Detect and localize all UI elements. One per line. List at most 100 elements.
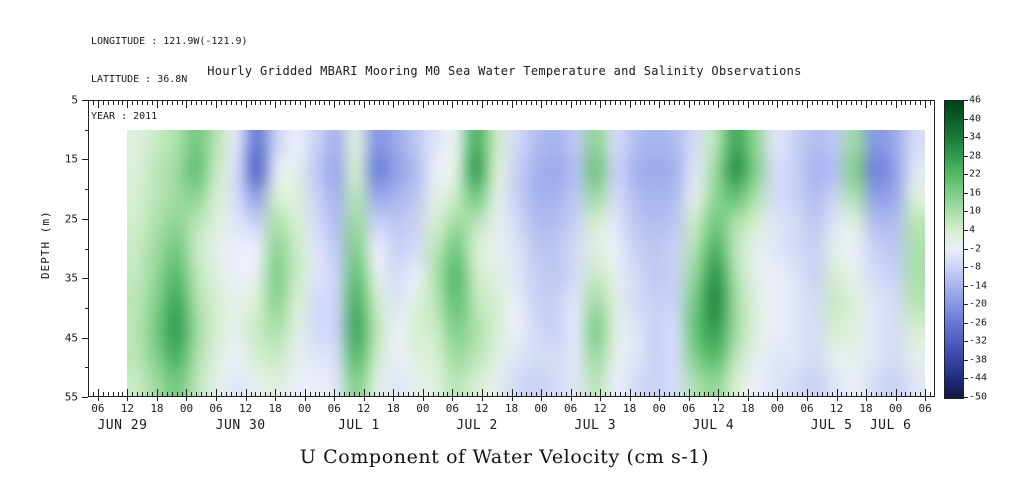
colorbar-tick-label: 46 <box>969 94 982 106</box>
x-tick-label: 18 <box>150 402 164 415</box>
colorbar-tick <box>964 341 968 343</box>
x-tick-label: 12 <box>829 402 844 415</box>
colorbar-tick-label: 34 <box>969 131 982 143</box>
bottom-axis-outer-tick <box>718 397 720 401</box>
x-tick-label: 06 <box>445 402 460 415</box>
x-tick-label: 12 <box>593 402 607 415</box>
bottom-axis-outer-tick <box>452 397 454 401</box>
x-tick-label: 00 <box>888 402 903 415</box>
date-label: JUL 1 <box>338 418 380 433</box>
colorbar-tick-label: 16 <box>969 187 982 199</box>
date-label: JUL 6 <box>869 418 912 433</box>
x-tick-label: 06 <box>209 402 223 415</box>
bottom-axis-outer-tick <box>866 397 868 401</box>
colorbar-tick <box>964 137 968 139</box>
x-tick-label: 18 <box>741 402 755 415</box>
x-tick-label: 06 <box>682 402 696 415</box>
bottom-axis-outer-tick <box>600 397 602 401</box>
x-tick-label: 12 <box>120 402 135 415</box>
longitude-label: LONGITUDE : 121.9W(-121.9) <box>91 36 248 47</box>
x-tick-label: 00 <box>770 402 785 415</box>
x-tick-label: 18 <box>386 402 400 415</box>
colorbar-tick-label: 40 <box>969 113 982 125</box>
x-tick-label: 00 <box>652 402 666 415</box>
y-tick-label: 35 <box>64 271 78 285</box>
colorbar-tick <box>964 155 968 157</box>
colorbar-tick <box>964 322 968 324</box>
figure-title: Hourly Gridded MBARI Mooring M0 Sea Wate… <box>207 64 802 78</box>
bottom-axis-outer-tick <box>688 397 690 401</box>
colorbar-tick-label: -32 <box>969 335 988 347</box>
colorbar-tick-label: -2 <box>969 243 982 254</box>
colorbar-tick <box>964 285 968 287</box>
y-tick-label: 15 <box>64 152 78 166</box>
x-tick-label: 06 <box>800 402 814 415</box>
bottom-axis-outer-tick <box>481 397 483 401</box>
date-label: JUL 3 <box>574 418 617 433</box>
bottom-axis-outer-tick <box>511 397 513 401</box>
colorbar-tick <box>964 118 968 120</box>
colorbar-tick-label: -26 <box>969 317 988 329</box>
x-tick-label: 00 <box>179 402 194 415</box>
bottom-axis-outer-tick <box>925 397 927 401</box>
colorbar-tick-label: -14 <box>969 280 988 292</box>
y-tick-label: 25 <box>64 212 78 226</box>
bottom-axis-outer-tick <box>363 397 365 401</box>
x-tick-label: 00 <box>298 402 312 415</box>
date-label: JUL 4 <box>692 418 735 433</box>
colorbar-tick <box>964 174 968 176</box>
bottom-axis-outer-tick <box>186 397 188 401</box>
colorbar-tick-label: -20 <box>969 298 988 310</box>
y-tick-label: 5 <box>71 93 78 107</box>
colorbar-tick <box>964 267 968 269</box>
colorbar-tick-label: 28 <box>969 150 982 162</box>
y-tick-label: 55 <box>64 390 78 404</box>
y-axis-label: DEPTH (m) <box>39 210 52 279</box>
x-tick-label: 06 <box>918 402 932 415</box>
x-axis-variable-label: U Component of Water Velocity (cm s-1) <box>299 446 710 468</box>
bottom-axis-outer-tick <box>334 397 336 401</box>
bottom-axis-outer-tick <box>97 397 99 401</box>
x-tick-label: 18 <box>504 402 519 415</box>
bottom-axis-outer-tick <box>127 397 129 401</box>
colorbar-tick <box>964 378 968 380</box>
plot-area <box>88 100 935 397</box>
bottom-axis-outer-tick <box>777 397 779 401</box>
year-label: YEAR : 2011 <box>91 111 158 122</box>
y-axis-tick <box>82 397 88 398</box>
colorbar-tick-label: -38 <box>969 354 988 366</box>
colorbar-tick <box>964 397 968 398</box>
colorbar-tick <box>964 211 968 213</box>
x-tick-label: 18 <box>268 402 282 415</box>
x-tick-label: 18 <box>859 402 873 415</box>
colorbar-tick-label: -50 <box>969 391 988 403</box>
colorbar-tick-label: 22 <box>969 168 982 180</box>
colorbar-tick-label: -8 <box>969 261 982 273</box>
date-label: JUL 5 <box>810 418 853 433</box>
x-tick-label: 12 <box>711 402 725 415</box>
bottom-axis-outer-tick <box>275 397 277 401</box>
bottom-axis-outer-tick <box>422 397 424 401</box>
x-tick-label: 06 <box>91 402 105 415</box>
x-tick-label: 12 <box>475 402 489 415</box>
colorbar-tick <box>964 359 968 361</box>
bottom-axis-outer-tick <box>245 397 247 401</box>
bottom-axis-outer-tick <box>216 397 218 401</box>
x-tick-label: 00 <box>534 402 548 415</box>
colorbar-tick <box>964 192 968 194</box>
bottom-axis-outer-tick <box>156 397 158 401</box>
heatmap-canvas <box>127 130 925 397</box>
colorbar-tick-label: -44 <box>969 372 988 384</box>
bottom-axis-outer-tick <box>570 397 572 401</box>
bottom-axis-outer-tick <box>304 397 306 401</box>
bottom-axis-outer-tick <box>747 397 749 401</box>
colorbar-tick <box>964 248 968 250</box>
colorbar-tick-label: 4 <box>969 224 976 236</box>
x-tick-label: 00 <box>416 402 430 415</box>
header-info: LONGITUDE : 121.9W(-121.9) LATITUDE : 36… <box>91 11 248 149</box>
x-tick-label: 06 <box>563 402 578 415</box>
colorbar <box>944 100 964 399</box>
bottom-axis-outer-tick <box>806 397 808 401</box>
colorbar-tick <box>964 100 968 101</box>
